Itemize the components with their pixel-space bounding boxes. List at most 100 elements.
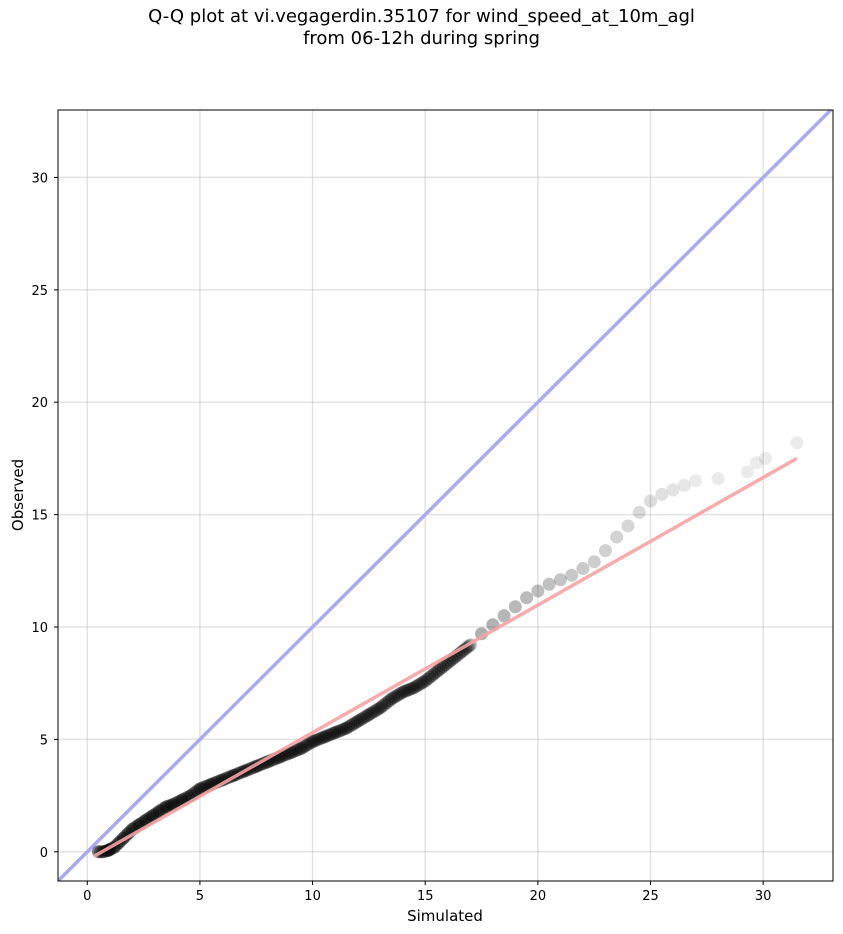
data-point-dense bbox=[321, 728, 335, 742]
data-point-dense bbox=[382, 694, 396, 708]
data-point-dense bbox=[360, 709, 374, 723]
data-point bbox=[610, 530, 624, 544]
data-point-dense bbox=[301, 737, 315, 751]
data-point bbox=[351, 714, 365, 728]
data-point-dense bbox=[164, 798, 178, 812]
data-point-dense bbox=[312, 732, 326, 746]
data-point-dense bbox=[299, 739, 313, 753]
chart-title-line1: Q-Q plot at vi.vegagerdin.35107 for wind… bbox=[148, 6, 695, 27]
data-point-dense bbox=[400, 683, 414, 697]
data-point bbox=[565, 568, 579, 582]
y-tick-label: 5 bbox=[40, 733, 48, 748]
data-point bbox=[384, 692, 398, 706]
data-point-dense bbox=[416, 675, 430, 689]
x-tick-label: 20 bbox=[530, 889, 547, 904]
data-point bbox=[294, 741, 308, 755]
data-point-dense bbox=[391, 688, 405, 702]
data-point bbox=[666, 483, 680, 497]
x-axis-label: Simulated bbox=[407, 907, 483, 925]
data-point-dense bbox=[344, 718, 358, 732]
data-point-dense bbox=[389, 689, 403, 703]
data-point-dense bbox=[398, 684, 412, 698]
data-point bbox=[373, 701, 387, 715]
data-point-dense bbox=[333, 724, 347, 738]
data-point-dense bbox=[157, 801, 171, 815]
data-point-dense bbox=[387, 691, 401, 705]
data-point bbox=[306, 735, 320, 749]
data-point bbox=[520, 591, 534, 605]
identity-line bbox=[58, 110, 833, 881]
data-points bbox=[92, 436, 804, 859]
data-point-dense bbox=[380, 696, 394, 710]
data-point-dense bbox=[420, 672, 434, 686]
data-point bbox=[159, 800, 173, 814]
data-point bbox=[542, 577, 556, 591]
x-tick-label: 25 bbox=[642, 889, 659, 904]
data-point-dense bbox=[409, 679, 423, 693]
reference-lines bbox=[58, 110, 833, 881]
data-point bbox=[362, 708, 376, 722]
data-point-dense bbox=[161, 799, 175, 813]
data-point-dense bbox=[319, 729, 333, 743]
data-point-dense bbox=[425, 669, 439, 683]
data-point bbox=[576, 562, 590, 576]
data-point bbox=[598, 544, 612, 558]
data-point-dense bbox=[308, 734, 322, 748]
data-point-dense bbox=[148, 807, 162, 821]
plot-frame bbox=[57, 109, 834, 882]
data-point-dense bbox=[195, 781, 209, 795]
data-point bbox=[497, 609, 511, 623]
data-point-dense bbox=[439, 658, 452, 672]
data-point bbox=[632, 505, 646, 519]
axis-ticks: 0 5 10 15 20 25 30 0 5 10 15 20 25 30 bbox=[31, 171, 771, 904]
data-point-dense bbox=[342, 720, 356, 734]
data-point bbox=[740, 465, 754, 479]
data-point-dense bbox=[315, 731, 329, 745]
data-point bbox=[328, 726, 342, 740]
data-point bbox=[339, 721, 353, 735]
data-point bbox=[152, 804, 166, 818]
data-point bbox=[508, 600, 522, 614]
data-point-dense bbox=[330, 725, 344, 739]
data-point-dense bbox=[150, 806, 164, 820]
data-point-dense bbox=[155, 803, 169, 817]
chart-title: Q-Q plot at vi.vegagerdin.35107 for wind… bbox=[0, 6, 843, 50]
data-point-dense bbox=[281, 747, 295, 761]
y-tick-label: 15 bbox=[31, 509, 48, 524]
data-point bbox=[790, 436, 804, 450]
y-tick-label: 20 bbox=[31, 396, 48, 411]
data-point-dense bbox=[346, 717, 360, 731]
data-point-dense bbox=[405, 682, 419, 696]
data-point-dense bbox=[366, 705, 380, 719]
data-point-dense bbox=[434, 661, 448, 675]
data-point-dense bbox=[297, 740, 311, 754]
y-tick-label: 0 bbox=[40, 846, 48, 861]
data-point-dense bbox=[369, 704, 383, 718]
data-point bbox=[407, 681, 421, 695]
data-point-dense bbox=[355, 712, 369, 726]
data-point-dense bbox=[285, 745, 299, 759]
data-point-dense bbox=[288, 744, 302, 758]
data-point bbox=[689, 474, 703, 488]
data-point-dense bbox=[432, 663, 446, 677]
x-tick-label: 30 bbox=[755, 889, 772, 904]
data-point bbox=[749, 456, 763, 470]
data-point-dense bbox=[375, 699, 389, 713]
data-point-dense bbox=[436, 660, 450, 674]
y-tick-label: 25 bbox=[31, 284, 48, 299]
data-point-dense bbox=[414, 677, 428, 691]
data-point-dense bbox=[427, 667, 441, 681]
data-point bbox=[317, 730, 331, 744]
x-tick-label: 5 bbox=[196, 889, 204, 904]
grid bbox=[58, 110, 833, 881]
y-tick-label: 10 bbox=[31, 621, 48, 636]
data-point bbox=[531, 584, 545, 598]
data-point-dense bbox=[402, 682, 416, 696]
data-point bbox=[644, 494, 658, 508]
y-axis-label: Observed bbox=[9, 459, 27, 531]
data-point-dense bbox=[324, 727, 338, 741]
data-point-dense bbox=[326, 727, 340, 741]
fit-line bbox=[93, 456, 798, 858]
x-tick-label: 10 bbox=[304, 889, 321, 904]
